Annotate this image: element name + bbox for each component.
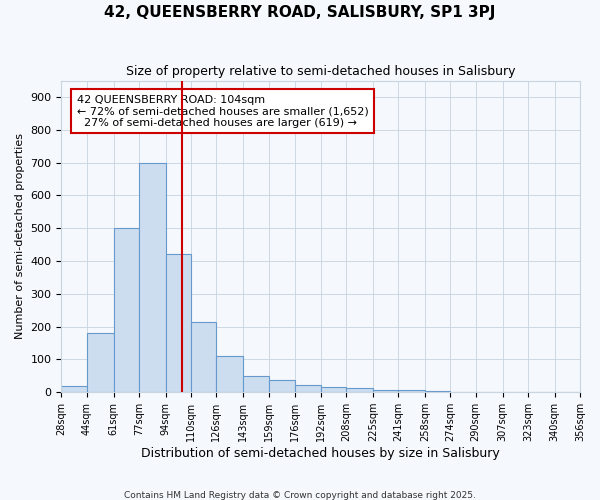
X-axis label: Distribution of semi-detached houses by size in Salisbury: Distribution of semi-detached houses by …	[142, 447, 500, 460]
Bar	[346, 388, 373, 392]
Text: 42, QUEENSBERRY ROAD, SALISBURY, SP1 3PJ: 42, QUEENSBERRY ROAD, SALISBURY, SP1 3PJ	[104, 5, 496, 20]
Text: 42 QUEENSBERRY ROAD: 104sqm
← 72% of semi-detached houses are smaller (1,652)
  : 42 QUEENSBERRY ROAD: 104sqm ← 72% of sem…	[77, 94, 369, 128]
Bar	[166, 254, 191, 392]
Bar	[61, 386, 87, 392]
Bar	[295, 385, 321, 392]
Bar	[373, 390, 398, 392]
Bar	[87, 333, 113, 392]
Bar	[321, 388, 346, 392]
Y-axis label: Number of semi-detached properties: Number of semi-detached properties	[15, 134, 25, 340]
Bar	[243, 376, 269, 392]
Bar	[269, 380, 295, 392]
Bar	[398, 390, 425, 392]
Bar	[425, 391, 451, 392]
Title: Size of property relative to semi-detached houses in Salisbury: Size of property relative to semi-detach…	[126, 65, 515, 78]
Text: Contains HM Land Registry data © Crown copyright and database right 2025.: Contains HM Land Registry data © Crown c…	[124, 490, 476, 500]
Bar	[113, 228, 139, 392]
Bar	[191, 322, 217, 392]
Bar	[139, 162, 166, 392]
Bar	[217, 356, 243, 392]
